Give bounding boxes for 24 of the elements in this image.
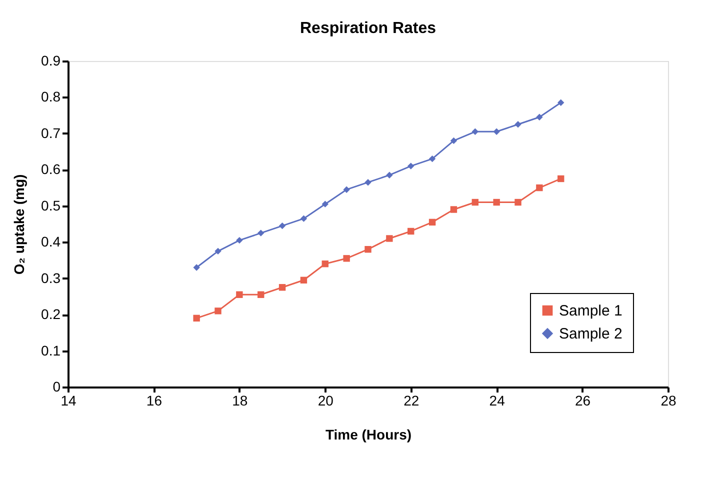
y-tick-label: 0.4 bbox=[41, 234, 61, 250]
chart-title: Respiration Rates bbox=[300, 20, 436, 37]
x-tick-label: 18 bbox=[232, 392, 248, 408]
y-axis-title: O₂ uptake (mg) bbox=[11, 174, 28, 275]
point bbox=[193, 314, 200, 322]
y-tick-label: 0.7 bbox=[41, 124, 61, 141]
x-tick-label: 16 bbox=[146, 392, 162, 408]
y-tick-label: 0 bbox=[52, 378, 61, 394]
x-tick-label: 26 bbox=[574, 392, 591, 408]
y-tick-label: 0.5 bbox=[41, 197, 61, 214]
y-tick-label: 0.8 bbox=[41, 88, 61, 105]
y-tick-label: 0.3 bbox=[41, 270, 61, 286]
x-tick-label: 28 bbox=[660, 392, 676, 408]
x-axis-title: Time (Hours) bbox=[325, 426, 412, 442]
legend-label: Sample 2 bbox=[559, 326, 622, 342]
y-tick-label: 0.9 bbox=[41, 52, 61, 68]
y-tick-label: 0.2 bbox=[41, 306, 61, 322]
x-tick-label: 20 bbox=[318, 392, 334, 408]
legend-label: Sample 1 bbox=[559, 302, 622, 320]
y-tick-label: 0.6 bbox=[41, 161, 61, 178]
y-tick-label: 0.1 bbox=[41, 342, 61, 358]
x-tick-label: 14 bbox=[60, 392, 76, 408]
x-tick-label: 22 bbox=[404, 392, 420, 408]
x-tick-label: 24 bbox=[489, 392, 506, 408]
